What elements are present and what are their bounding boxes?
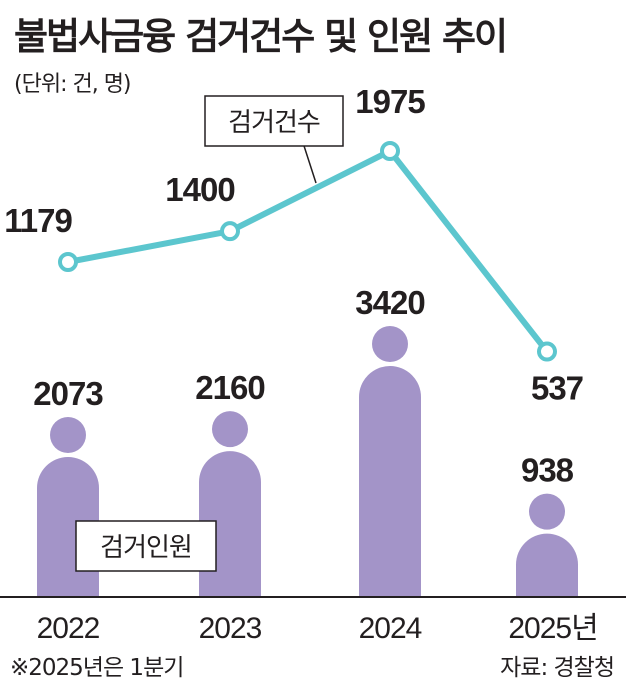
line-point [220,221,240,242]
bar-value-label: 2073 [33,375,103,412]
x-tick-label: 2024 [359,612,422,645]
person-bar-head [50,416,86,453]
bar-value-label: 3420 [355,284,424,321]
x-tick-label: 2022 [37,612,100,645]
person-bar-body [359,366,421,597]
line-legend-box [204,95,344,147]
line-value-label: 1975 [355,83,425,120]
line-value-label: 1179 [4,202,72,239]
line-point [537,341,557,362]
line-value-label: 537 [531,370,583,407]
line-point [58,252,78,272]
source-label: 자료: 경찰청 [500,655,615,681]
unit-label: (단위: 건, 명) [14,72,132,97]
footnote: ※2025년은 1분기 [10,655,184,681]
line-legend-label: 검거건수 [228,107,320,137]
line-series [67,148,550,354]
person-bar-head [212,411,248,448]
bar-value-label: 2160 [195,369,264,406]
chart-title: 불법사금융 검거건수 및 인원 추이 [14,15,508,58]
line-value-label: 1400 [165,171,234,208]
line-point [380,141,400,161]
person-bar-body [516,533,578,597]
person-bar-head [529,493,565,530]
x-tick-label: 2023 [199,612,262,645]
x-tick-label: 2025년 [508,612,597,645]
bar-value-label: 938 [521,452,574,489]
bar-legend-label: 검거인원 [100,532,192,562]
bar-legend-box [75,520,217,572]
person-bar-head [372,326,408,362]
